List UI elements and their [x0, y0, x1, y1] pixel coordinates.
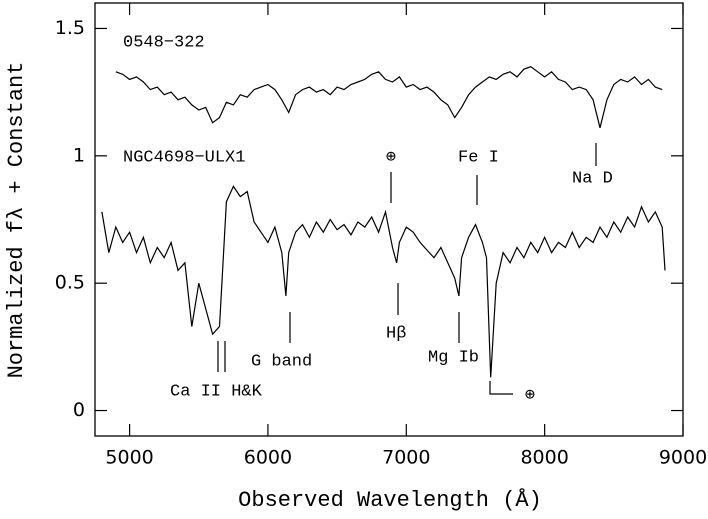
annotation: Fe I — [458, 148, 499, 167]
x-tick-label: 8000 — [520, 447, 568, 469]
spectrum-line — [115, 66, 663, 128]
y-axis-label: Normalized fλ + Constant — [4, 62, 29, 379]
annotation: ⊕ — [386, 148, 396, 167]
y-tick-label: 0 — [73, 399, 85, 421]
annotation: Mg Ib — [428, 348, 479, 367]
y-tick-label: 0.5 — [55, 272, 85, 294]
line-markers — [217, 143, 597, 395]
x-tick-label: 5000 — [105, 447, 153, 469]
plot-frame — [94, 2, 684, 437]
y-tick-label: 1.5 — [55, 17, 85, 39]
annotation: Ca II H&K — [170, 382, 263, 401]
annotation: ⊕ — [525, 386, 535, 405]
annotation: Hβ — [386, 324, 406, 343]
annotation: G band — [251, 352, 312, 371]
x-tick-label: 9000 — [659, 447, 707, 469]
y-tick-label: 1 — [73, 144, 85, 166]
annotation: Na D — [572, 169, 613, 188]
x-tick-label: 7000 — [382, 447, 430, 469]
series-label: 0548−322 — [123, 33, 205, 52]
x-axis-label: Observed Wavelength (Å) — [238, 487, 542, 513]
x-tick-label: 6000 — [244, 447, 292, 469]
series-label: NGC4698−ULX1 — [123, 148, 245, 167]
spectrum-line — [101, 185, 666, 378]
